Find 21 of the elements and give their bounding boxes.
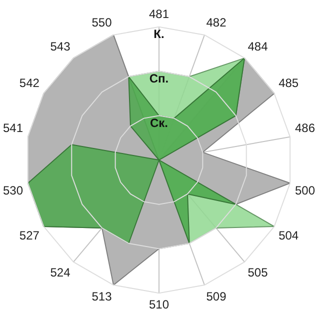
- spoke-label: 484: [248, 39, 268, 54]
- spoke-label: 504: [278, 228, 299, 243]
- spoke-label: 543: [50, 39, 71, 54]
- y-tick-label: Сп.: [149, 72, 169, 86]
- spoke-label: 486: [294, 121, 316, 136]
- spoke-label: 530: [2, 183, 24, 198]
- spoke-label: 524: [50, 265, 71, 280]
- spoke-label: 481: [148, 7, 170, 22]
- spoke-label: 500: [294, 183, 316, 198]
- spoke-label: 550: [92, 15, 112, 30]
- spoke-label: 527: [19, 228, 40, 243]
- spoke-label: 482: [206, 15, 227, 30]
- spoke-label: 509: [206, 289, 227, 304]
- spoke-label: 541: [2, 121, 24, 136]
- spoke-label: 485: [278, 76, 299, 90]
- y-tick-label: Ск.: [150, 116, 168, 130]
- spoke-label: 513: [92, 289, 112, 304]
- spoke-label: 510: [148, 298, 170, 312]
- spoke-label: 505: [248, 265, 268, 280]
- y-tick-label: К.: [154, 27, 164, 42]
- spoke-label: 542: [19, 76, 40, 90]
